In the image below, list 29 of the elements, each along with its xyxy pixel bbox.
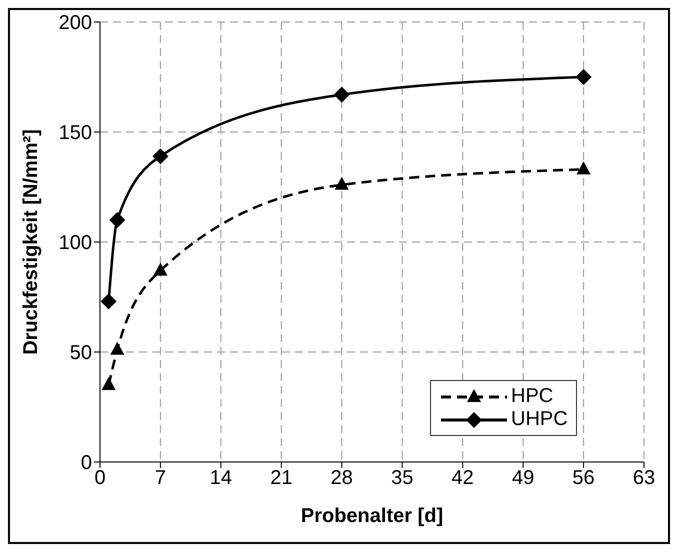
y-tick-label: 50: [70, 342, 92, 364]
y-axis-title: Druckfestigkeit [N/mm²]: [20, 129, 42, 355]
y-tick-label: 150: [58, 122, 92, 144]
point: [334, 176, 349, 190]
x-tick-label: 56: [572, 467, 595, 490]
x-tick-label: 35: [391, 467, 414, 490]
point: [576, 161, 591, 174]
y-tick-label: 200: [58, 12, 92, 34]
point: [153, 262, 168, 276]
point: [334, 86, 350, 103]
x-axis-title: Probenalter [d]: [300, 505, 444, 527]
y-tick-label: 0: [80, 452, 92, 474]
point: [102, 377, 116, 390]
point: [576, 69, 592, 85]
x-tick-label: 49: [512, 467, 534, 490]
x-tick-label: 21: [270, 467, 292, 490]
x-tick-label: 14: [210, 467, 232, 490]
legend-label: UHPC: [511, 408, 568, 431]
y-tick-label: 100: [58, 232, 92, 254]
legend-label: HPC: [511, 385, 554, 408]
point: [109, 212, 126, 228]
point: [152, 148, 168, 164]
x-tick-label: 28: [330, 467, 353, 490]
x-tick-label: 0: [94, 467, 106, 490]
x-tick-label: 63: [632, 467, 656, 490]
point: [110, 342, 124, 355]
x-tick-label: 7: [154, 467, 166, 490]
point: [100, 293, 117, 310]
x-tick-label: 42: [452, 467, 474, 490]
